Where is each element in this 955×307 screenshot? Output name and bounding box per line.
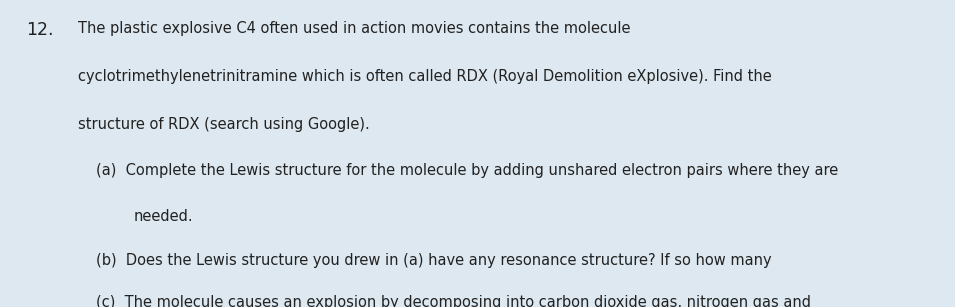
Text: cyclotrimethylenetrinitramine which is often called RDX (Royal Demolition eXplos: cyclotrimethylenetrinitramine which is o… bbox=[78, 69, 772, 84]
Text: structure of RDX (search using Google).: structure of RDX (search using Google). bbox=[78, 117, 370, 132]
Text: (a)  Complete the Lewis structure for the molecule by adding unshared electron p: (a) Complete the Lewis structure for the… bbox=[96, 163, 838, 178]
Text: (c)  The molecule causes an explosion by decomposing into carbon dioxide gas, ni: (c) The molecule causes an explosion by … bbox=[96, 295, 811, 307]
Text: (b)  Does the Lewis structure you drew in (a) have any resonance structure? If s: (b) Does the Lewis structure you drew in… bbox=[96, 253, 771, 268]
Text: 12.: 12. bbox=[26, 21, 53, 40]
Text: needed.: needed. bbox=[134, 209, 193, 224]
Text: The plastic explosive C4 often used in action movies contains the molecule: The plastic explosive C4 often used in a… bbox=[78, 21, 631, 37]
